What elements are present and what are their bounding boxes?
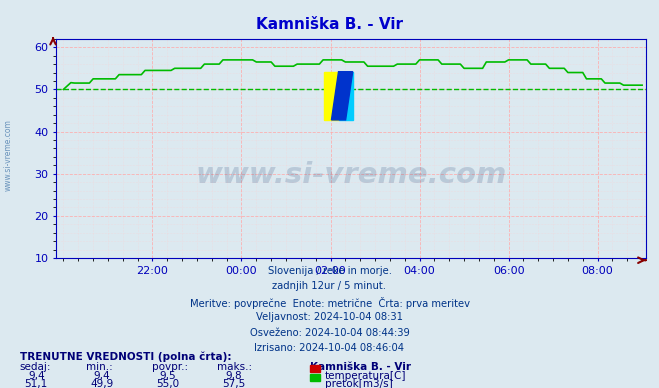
Text: www.si-vreme.com: www.si-vreme.com <box>195 161 507 189</box>
Text: 49,9: 49,9 <box>90 379 114 388</box>
Text: 55,0: 55,0 <box>156 379 180 388</box>
Text: maks.:: maks.: <box>217 362 252 372</box>
Bar <box>324 72 339 120</box>
Text: Slovenija / reke in morje.: Slovenija / reke in morje. <box>268 266 391 276</box>
Text: 51,1: 51,1 <box>24 379 48 388</box>
Text: 9,8: 9,8 <box>225 371 243 381</box>
Bar <box>339 72 353 120</box>
Text: zadnjih 12ur / 5 minut.: zadnjih 12ur / 5 minut. <box>273 281 386 291</box>
Text: temperatura[C]: temperatura[C] <box>325 371 407 381</box>
Text: Meritve: povprečne  Enote: metrične  Črta: prva meritev: Meritve: povprečne Enote: metrične Črta:… <box>190 297 469 309</box>
Text: Veljavnost: 2024-10-04 08:31: Veljavnost: 2024-10-04 08:31 <box>256 312 403 322</box>
Text: www.si-vreme.com: www.si-vreme.com <box>3 119 13 191</box>
Text: 9,4: 9,4 <box>94 371 111 381</box>
Text: sedaj:: sedaj: <box>20 362 51 372</box>
Text: min.:: min.: <box>86 362 113 372</box>
Text: 9,4: 9,4 <box>28 371 45 381</box>
Text: TRENUTNE VREDNOSTI (polna črta):: TRENUTNE VREDNOSTI (polna črta): <box>20 351 231 362</box>
Text: pretok[m3/s]: pretok[m3/s] <box>325 379 393 388</box>
Text: 57,5: 57,5 <box>222 379 246 388</box>
Text: Kamniška B. - Vir: Kamniška B. - Vir <box>310 362 411 372</box>
Text: 9,5: 9,5 <box>159 371 177 381</box>
Text: Kamniška B. - Vir: Kamniška B. - Vir <box>256 17 403 33</box>
Polygon shape <box>331 72 353 120</box>
Text: Osveženo: 2024-10-04 08:44:39: Osveženo: 2024-10-04 08:44:39 <box>250 328 409 338</box>
Text: Izrisano: 2024-10-04 08:46:04: Izrisano: 2024-10-04 08:46:04 <box>254 343 405 353</box>
Text: povpr.:: povpr.: <box>152 362 188 372</box>
